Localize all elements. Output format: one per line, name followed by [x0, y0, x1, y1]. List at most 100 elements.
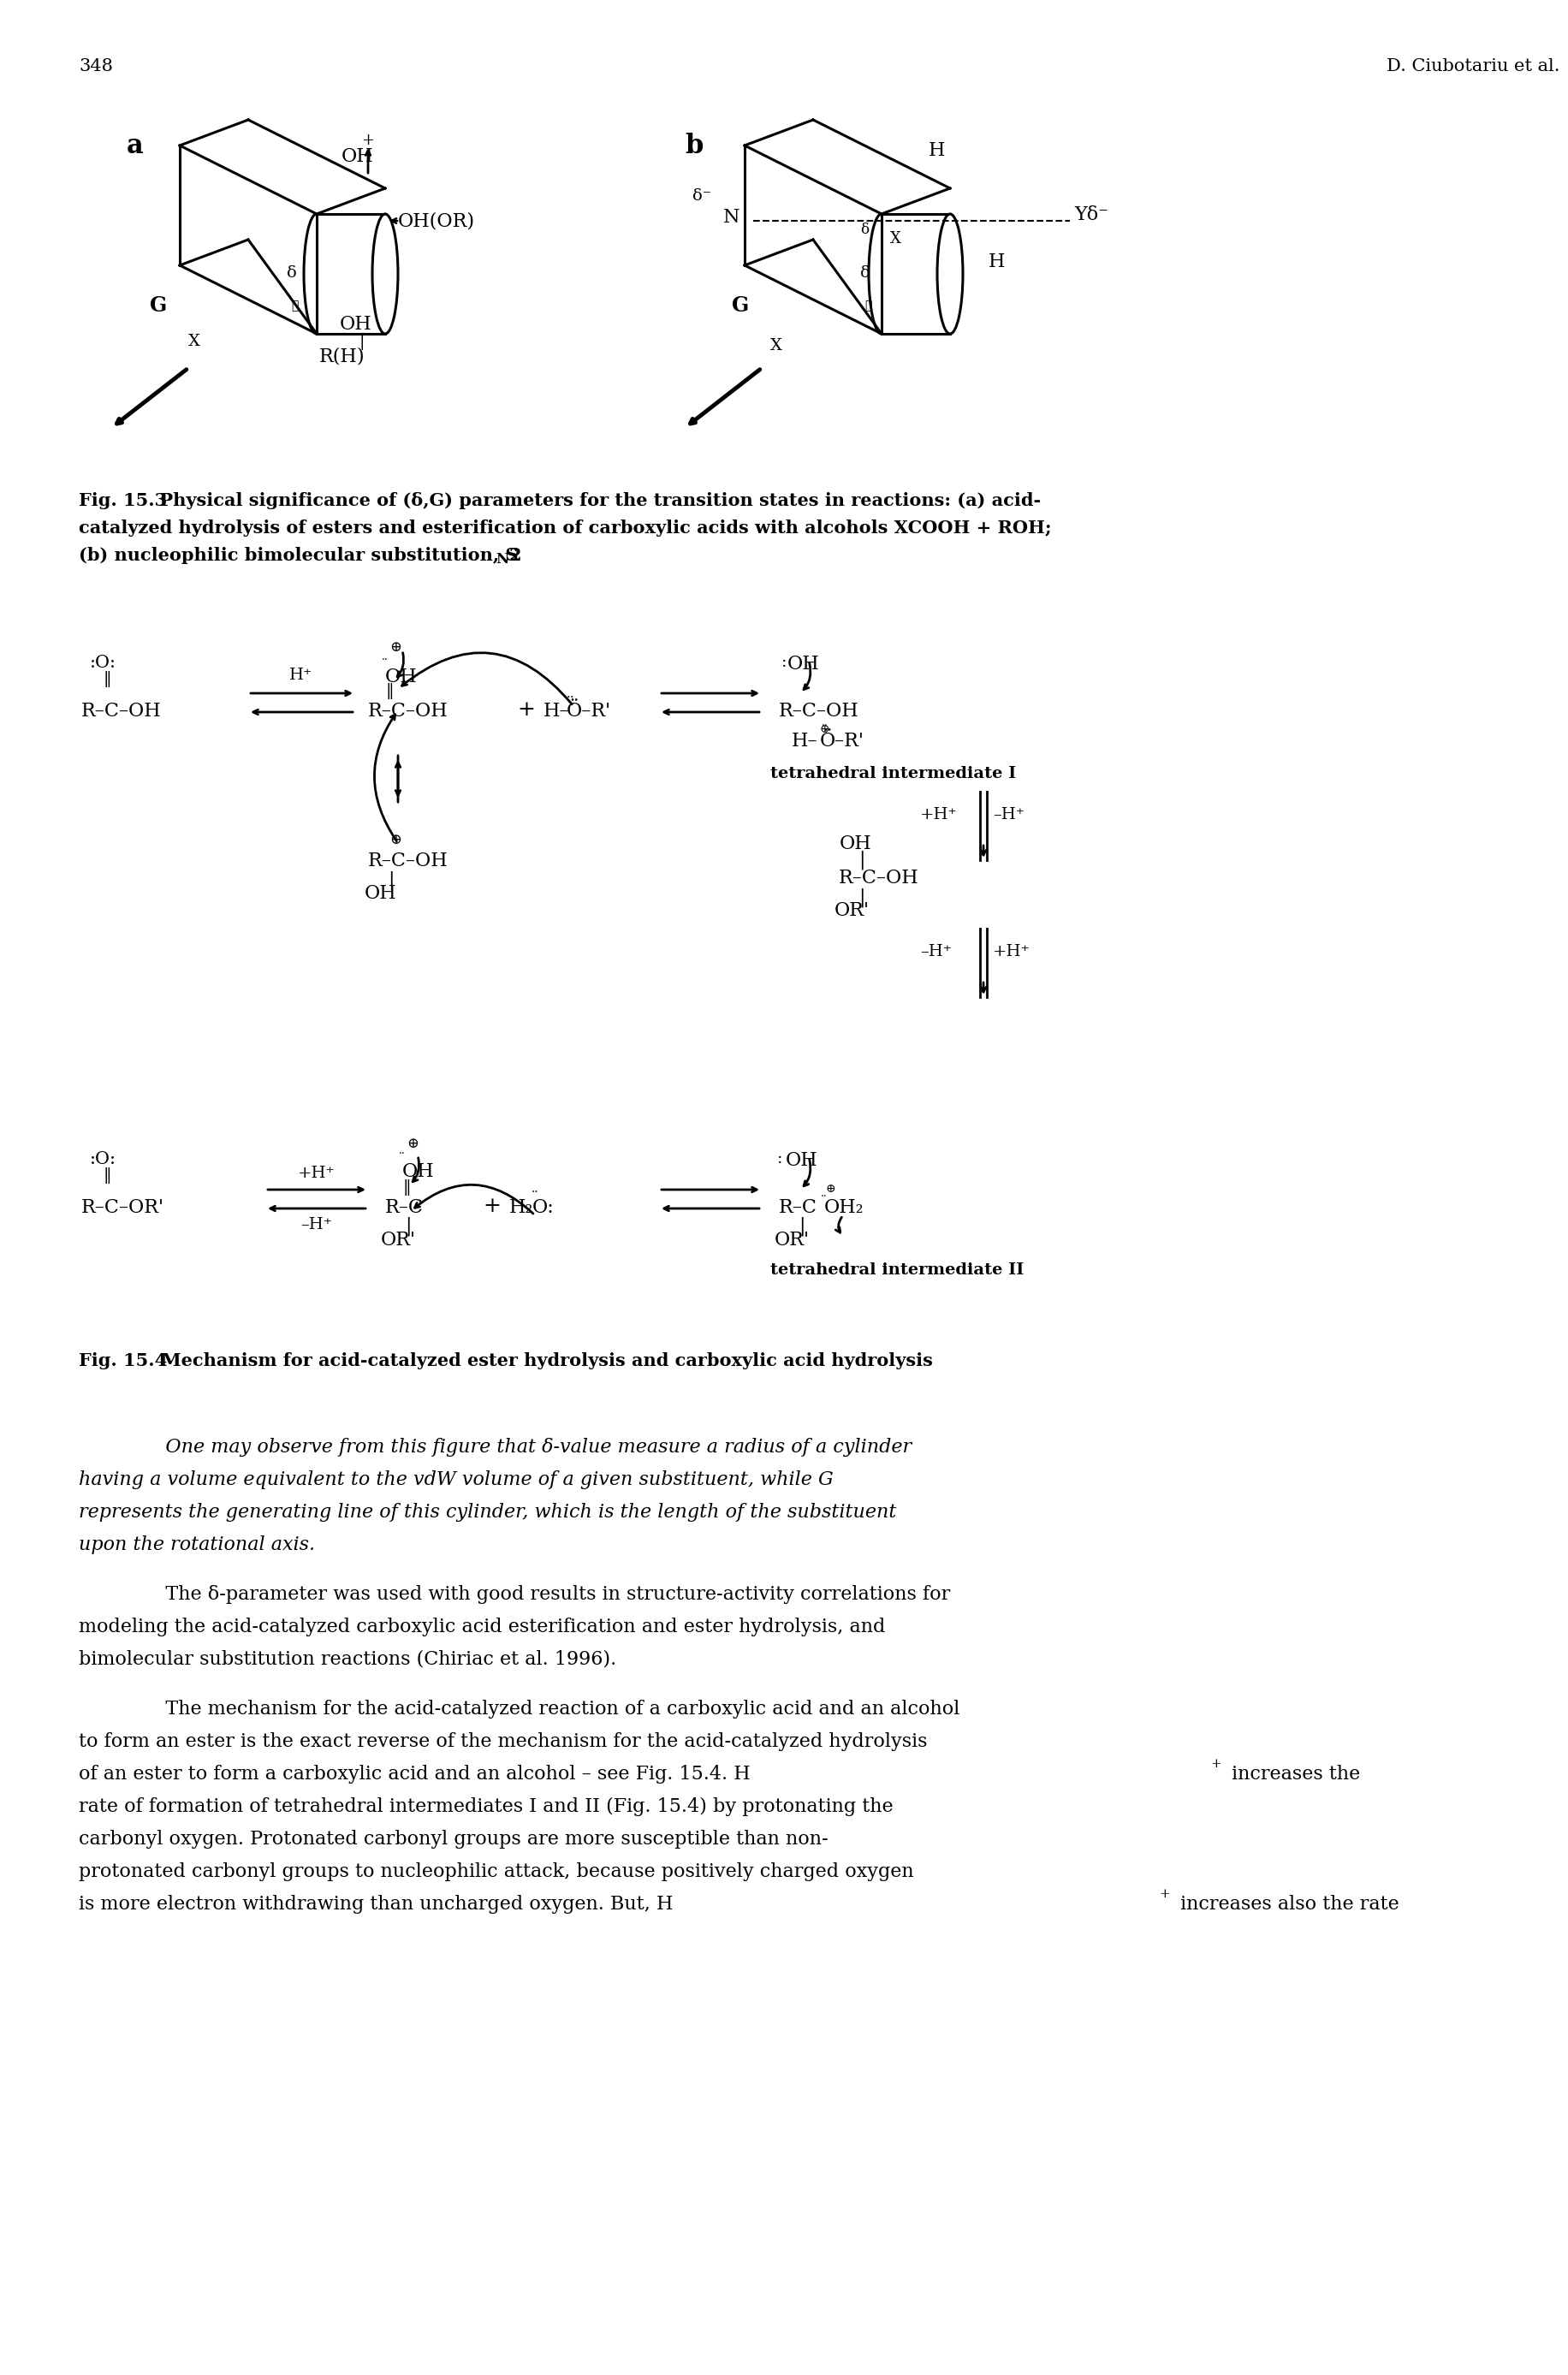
Text: –R': –R'	[834, 732, 862, 751]
Text: H–: H–	[792, 732, 817, 751]
Text: G: G	[149, 295, 168, 316]
Text: :O:: :O:	[89, 1152, 116, 1168]
Text: O:: O:	[532, 1199, 554, 1216]
Text: R(H): R(H)	[320, 347, 365, 366]
Text: to form an ester is the exact reverse of the mechanism for the acid-catalyzed hy: to form an ester is the exact reverse of…	[78, 1731, 927, 1750]
Text: X: X	[770, 337, 782, 354]
Text: ⊕: ⊕	[825, 1183, 836, 1195]
Text: X: X	[188, 335, 201, 349]
Text: Physical significance of (δ,G) parameters for the transition states in reactions: Physical significance of (δ,G) parameter…	[147, 492, 1040, 508]
Text: is more electron withdrawing than uncharged oxygen. But, H: is more electron withdrawing than unchar…	[78, 1895, 673, 1914]
Text: ⊕: ⊕	[820, 724, 829, 736]
Text: 348: 348	[78, 59, 113, 74]
Text: |: |	[405, 1216, 411, 1237]
Text: represents the generating line of this cylinder, which is the length of the subs: represents the generating line of this c…	[78, 1503, 895, 1522]
Text: increases also the rate: increases also the rate	[1173, 1895, 1399, 1914]
Text: ··: ··	[822, 720, 828, 732]
Text: δ: δ	[287, 266, 296, 280]
Text: D. Ciubotariu et al.: D. Ciubotariu et al.	[1386, 59, 1559, 74]
Text: ⊕: ⊕	[406, 1138, 419, 1152]
Text: X: X	[889, 230, 900, 247]
Text: OH: OH	[401, 1161, 434, 1180]
Text: OH: OH	[340, 316, 372, 335]
Text: +H⁺: +H⁺	[298, 1166, 336, 1180]
Text: –H⁺: –H⁺	[301, 1216, 332, 1233]
Text: R–C–OR': R–C–OR'	[82, 1199, 165, 1216]
Text: ⊕: ⊕	[389, 834, 401, 848]
Text: OH: OH	[787, 656, 820, 674]
Text: The δ-parameter was used with good results in structure-activity correlations fo: The δ-parameter was used with good resul…	[147, 1584, 950, 1603]
Text: having a volume equivalent to the vdW volume of a given substituent, while G: having a volume equivalent to the vdW vo…	[78, 1470, 833, 1489]
Text: 2: 2	[510, 546, 522, 563]
Text: :: :	[778, 1152, 782, 1166]
Text: R–C–OH: R–C–OH	[368, 701, 448, 720]
Text: Fig. 15.3: Fig. 15.3	[78, 492, 166, 508]
Text: increases the: increases the	[1225, 1765, 1359, 1784]
Text: +H⁺: +H⁺	[993, 943, 1030, 960]
Text: |: |	[359, 335, 365, 349]
Text: R–C: R–C	[778, 1199, 817, 1216]
Text: H: H	[928, 140, 946, 159]
Text: a: a	[127, 133, 144, 159]
Text: ❘: ❘	[864, 299, 872, 311]
Text: tetrahedral intermediate II: tetrahedral intermediate II	[770, 1264, 1024, 1278]
Text: :O:: :O:	[89, 656, 116, 672]
Text: Mechanism for acid-catalyzed ester hydrolysis and carboxylic acid hydrolysis: Mechanism for acid-catalyzed ester hydro…	[149, 1351, 933, 1370]
Text: ··: ··	[532, 1185, 538, 1199]
Text: R–C–OH: R–C–OH	[82, 701, 162, 720]
Text: catalyzed hydrolysis of esters and esterification of carboxylic acids with alcoh: catalyzed hydrolysis of esters and ester…	[78, 520, 1051, 537]
Text: OR': OR'	[773, 1230, 809, 1249]
Text: :: :	[781, 656, 787, 670]
Text: The mechanism for the acid-catalyzed reaction of a carboxylic acid and an alcoho: The mechanism for the acid-catalyzed rea…	[147, 1700, 960, 1720]
Text: H–: H–	[543, 701, 569, 720]
Text: Ö: Ö	[820, 732, 836, 751]
Text: ··: ··	[566, 691, 575, 703]
Text: ‖: ‖	[403, 1180, 411, 1195]
Text: Fig. 15.4: Fig. 15.4	[78, 1351, 168, 1370]
Text: ‖: ‖	[103, 672, 111, 686]
Text: OH: OH	[839, 834, 872, 853]
Text: OH(OR): OH(OR)	[398, 211, 475, 230]
Text: ‖: ‖	[386, 684, 394, 698]
Text: ··: ··	[820, 1192, 826, 1202]
Text: OR': OR'	[379, 1230, 416, 1249]
Text: ⊕: ⊕	[389, 641, 401, 656]
Text: δ: δ	[859, 223, 869, 238]
Text: OH: OH	[364, 884, 397, 902]
Text: modeling the acid-catalyzed carboxylic acid esterification and ester hydrolysis,: modeling the acid-catalyzed carboxylic a…	[78, 1617, 884, 1636]
Text: (b) nucleophilic bimolecular substitution, S: (b) nucleophilic bimolecular substitutio…	[78, 546, 517, 563]
Text: |: |	[858, 850, 864, 869]
Text: OH: OH	[384, 667, 417, 686]
Text: +: +	[517, 701, 535, 720]
Text: bimolecular substitution reactions (Chiriac et al. 1996).: bimolecular substitution reactions (Chir…	[78, 1651, 616, 1670]
Text: rate of formation of tetrahedral intermediates I and II (Fig. 15.4) by protonati: rate of formation of tetrahedral interme…	[78, 1798, 892, 1817]
Text: OH: OH	[342, 147, 373, 166]
Text: ··: ··	[398, 1150, 406, 1159]
Text: –H⁺: –H⁺	[919, 943, 952, 960]
Text: Ö–R': Ö–R'	[566, 701, 612, 720]
Text: R–C–OH: R–C–OH	[778, 701, 859, 720]
Text: H⁺: H⁺	[290, 667, 312, 684]
Text: +: +	[1159, 1888, 1170, 1900]
Text: of an ester to form a carboxylic acid and an alcohol – see Fig. 15.4. H: of an ester to form a carboxylic acid an…	[78, 1765, 750, 1784]
Text: +H⁺: +H⁺	[919, 808, 956, 822]
Text: +: +	[483, 1197, 500, 1216]
Text: protonated carbonyl groups to nucleophilic attack, because positively charged ox: protonated carbonyl groups to nucleophil…	[78, 1862, 913, 1881]
Text: H₂: H₂	[510, 1199, 533, 1216]
Text: +: +	[361, 133, 375, 147]
Text: N: N	[495, 551, 508, 568]
Text: OR': OR'	[834, 900, 869, 919]
Text: Yδ⁻: Yδ⁻	[1074, 204, 1107, 223]
Text: R–C: R–C	[384, 1199, 423, 1216]
Text: N: N	[723, 209, 740, 226]
Ellipse shape	[372, 214, 398, 335]
Text: ‖: ‖	[103, 1168, 111, 1183]
Text: –H⁺: –H⁺	[993, 808, 1024, 822]
Ellipse shape	[936, 214, 963, 335]
Text: H: H	[988, 252, 1005, 271]
Text: R–C–OH: R–C–OH	[368, 853, 448, 869]
Text: ··: ··	[381, 656, 389, 665]
Text: upon the rotational axis.: upon the rotational axis.	[78, 1534, 315, 1553]
Text: +: +	[1209, 1758, 1220, 1769]
Text: OH: OH	[786, 1152, 817, 1171]
